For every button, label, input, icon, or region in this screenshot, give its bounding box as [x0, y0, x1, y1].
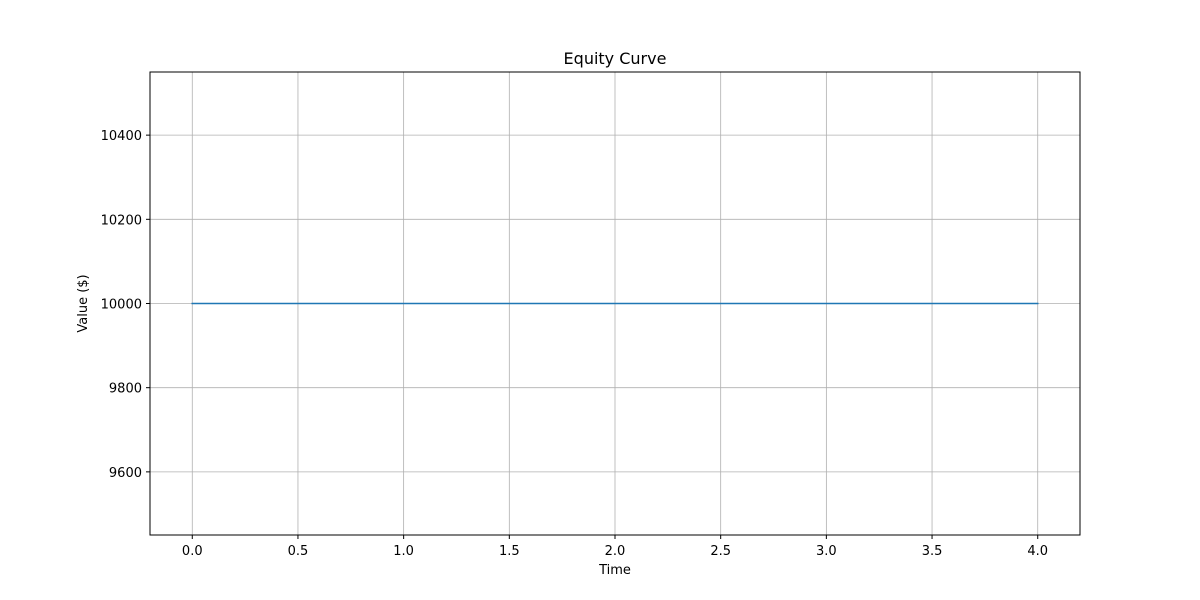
x-tick-label: 1.0	[393, 544, 414, 559]
x-tick-label: 2.0	[605, 544, 626, 559]
y-tick-label: 10000	[101, 298, 142, 313]
x-axis-ticks: 0.0 0.5 1.0 1.5 2.0 2.5 3.0 3.5 4.0	[182, 535, 1048, 559]
chart-title: Equity Curve	[564, 49, 667, 68]
x-tick-label: 3.0	[816, 544, 837, 559]
y-tick-label: 10200	[101, 213, 142, 228]
x-tick-label: 3.5	[922, 544, 943, 559]
y-axis-ticks: 9600 9800 10000 10200 10400	[101, 129, 150, 481]
x-tick-label: 4.0	[1027, 544, 1048, 559]
y-axis-label: Value ($)	[76, 274, 91, 332]
x-axis-label: Time	[598, 563, 631, 578]
y-tick-label: 10400	[101, 129, 142, 144]
x-tick-label: 1.5	[499, 544, 520, 559]
x-tick-label: 0.5	[288, 544, 309, 559]
x-tick-label: 2.5	[710, 544, 731, 559]
y-tick-label: 9600	[109, 466, 142, 481]
x-tick-label: 0.0	[182, 544, 203, 559]
y-tick-label: 9800	[109, 382, 142, 397]
